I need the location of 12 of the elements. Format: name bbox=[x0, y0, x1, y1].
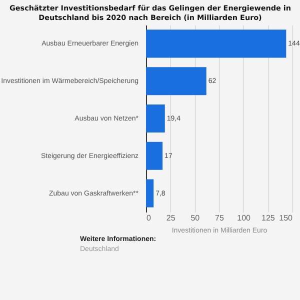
x-tick-label: 50 bbox=[190, 214, 200, 222]
bar bbox=[146, 30, 286, 58]
x-tick-label: 125 bbox=[261, 214, 276, 222]
x-tick-label: 150 bbox=[279, 214, 294, 222]
x-tick-label: 75 bbox=[215, 214, 224, 222]
bar bbox=[146, 104, 165, 133]
bar bbox=[146, 142, 163, 170]
x-tick-label: 0 bbox=[146, 214, 152, 222]
bar bbox=[146, 179, 154, 208]
x-tick-label: 100 bbox=[237, 214, 252, 222]
x-tick-label: 25 bbox=[166, 214, 176, 222]
bar bbox=[146, 67, 206, 96]
